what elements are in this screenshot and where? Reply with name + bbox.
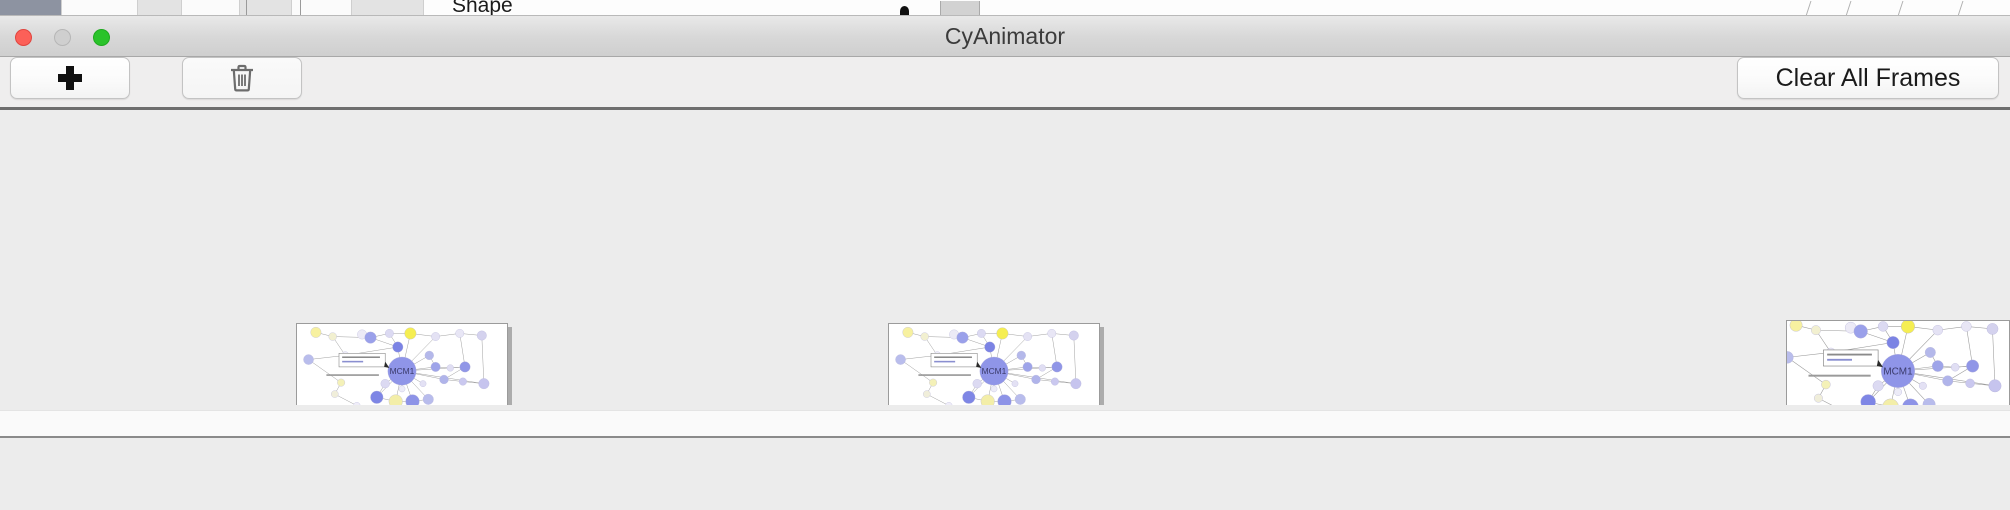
bg-tick [1845,1,1852,15]
toolbar-separator [0,107,2010,110]
horizontal-scrollbar-track[interactable] [0,410,2010,438]
bg-chip [62,0,138,15]
bg-chip [182,0,240,15]
bg-tick [300,0,301,15]
bg-tick [246,0,247,15]
svg-text:MCM1: MCM1 [1883,367,1913,378]
bg-chip [292,0,352,15]
clear-all-frames-label: Clear All Frames [1775,63,1961,92]
bg-chip [352,0,424,15]
timeline-frame[interactable]: MCM1 [1786,320,2010,405]
trash-icon [231,64,253,92]
svg-text:MCM1: MCM1 [982,366,1007,376]
close-button[interactable] [15,29,32,46]
svg-text:MCM1: MCM1 [390,366,415,376]
network-thumbnail: MCM1 [303,326,490,405]
bg-tick [1897,1,1904,15]
clear-all-frames-button[interactable]: Clear All Frames [1737,57,1999,99]
add-frame-button[interactable] [10,57,130,99]
plus-icon [57,65,83,91]
playback-bar: Animation Speed: [0,440,2010,510]
bg-chip [138,0,182,15]
timeline-frame[interactable]: MCM1 [296,323,508,405]
delete-frame-button[interactable] [182,57,302,99]
bg-tick [1805,1,1812,15]
background-window-label: Shape [452,0,513,16]
title-bar: CyAnimator [0,16,2010,57]
bg-block [940,1,980,15]
minimize-button[interactable] [54,29,71,46]
bg-chip [240,0,292,15]
page-title: CyAnimator [944,23,1066,49]
background-window-strip: Shape [0,0,2010,16]
timeline-frame[interactable]: MCM1 [888,323,1100,405]
network-thumbnail: MCM1 [1787,321,2002,405]
bg-chip [0,0,62,15]
toolbar [0,57,2010,107]
bg-tick [1957,1,1964,15]
network-thumbnail: MCM1 [895,326,1082,405]
zoom-button[interactable] [93,29,110,46]
bg-marker [900,6,909,15]
